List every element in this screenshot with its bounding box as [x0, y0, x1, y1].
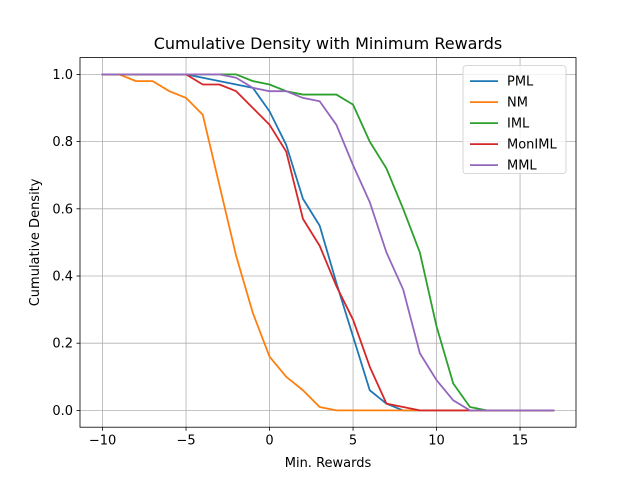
legend-box [462, 65, 567, 174]
legend-label-mml: MML [507, 159, 537, 174]
y-axis-label: Cumulative Density [28, 178, 43, 306]
plot-frame [79, 57, 577, 428]
legend-label-iml: IML [507, 117, 530, 132]
x-tick-label: 0 [265, 434, 273, 449]
y-tick-label: 0.2 [52, 337, 73, 352]
axis-ticks: −10 −5 0 5 10 15 0.0 0.2 0.4 0.6 0.8 1.0 [52, 68, 528, 449]
x-axis-label: Min. Rewards [285, 456, 372, 471]
x-tick-label: 15 [512, 434, 529, 449]
series-line-mml [101, 73, 555, 412]
y-tick-label: 0.4 [52, 270, 73, 285]
x-tick-label: −5 [176, 434, 195, 449]
chart-title: Cumulative Density with Minimum Rewards [154, 34, 503, 53]
y-tick-label: 0.0 [52, 404, 73, 419]
series-lines [101, 73, 555, 412]
legend: PML NM IML MonIML MML [462, 65, 567, 174]
x-tick-label: 10 [428, 434, 445, 449]
legend-label-pml: PML [507, 75, 534, 90]
y-tick-label: 1.0 [52, 68, 73, 83]
x-tick-label: −10 [89, 434, 116, 449]
y-tick-label: 0.6 [52, 202, 73, 217]
x-tick-label: 5 [349, 434, 357, 449]
legend-label-nm: NM [507, 96, 528, 111]
legend-label-moniml: MonIML [507, 138, 557, 153]
y-tick-label: 0.8 [52, 135, 73, 150]
